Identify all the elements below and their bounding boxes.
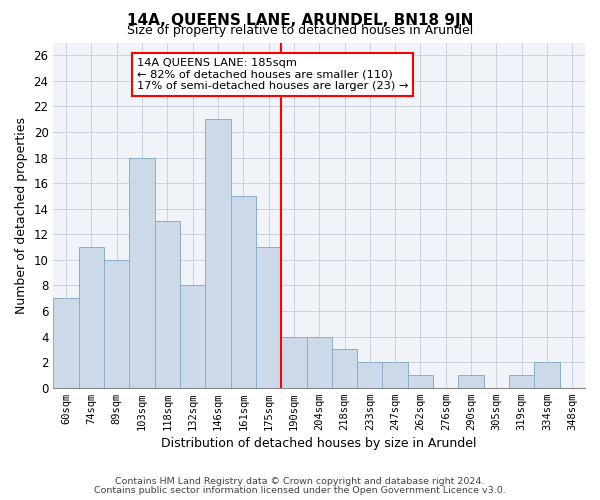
Text: Size of property relative to detached houses in Arundel: Size of property relative to detached ho… [127,24,473,37]
Bar [104,260,130,388]
Bar [53,298,79,388]
Bar [281,336,307,388]
Bar [357,362,382,388]
Text: Contains HM Land Registry data © Crown copyright and database right 2024.: Contains HM Land Registry data © Crown c… [115,477,485,486]
Bar [256,247,281,388]
Bar [205,119,230,388]
Text: Contains public sector information licensed under the Open Government Licence v3: Contains public sector information licen… [94,486,506,495]
Bar [458,375,484,388]
Bar [307,336,332,388]
Bar [230,196,256,388]
Y-axis label: Number of detached properties: Number of detached properties [15,116,28,314]
Bar [180,286,205,388]
Bar [408,375,433,388]
Bar [509,375,535,388]
Bar [535,362,560,388]
Text: 14A QUEENS LANE: 185sqm
← 82% of detached houses are smaller (110)
17% of semi-d: 14A QUEENS LANE: 185sqm ← 82% of detache… [137,58,409,91]
Bar [79,247,104,388]
Bar [155,222,180,388]
Bar [332,350,357,388]
Bar [382,362,408,388]
X-axis label: Distribution of detached houses by size in Arundel: Distribution of detached houses by size … [161,437,477,450]
Bar [130,158,155,388]
Text: 14A, QUEENS LANE, ARUNDEL, BN18 9JN: 14A, QUEENS LANE, ARUNDEL, BN18 9JN [127,12,473,28]
